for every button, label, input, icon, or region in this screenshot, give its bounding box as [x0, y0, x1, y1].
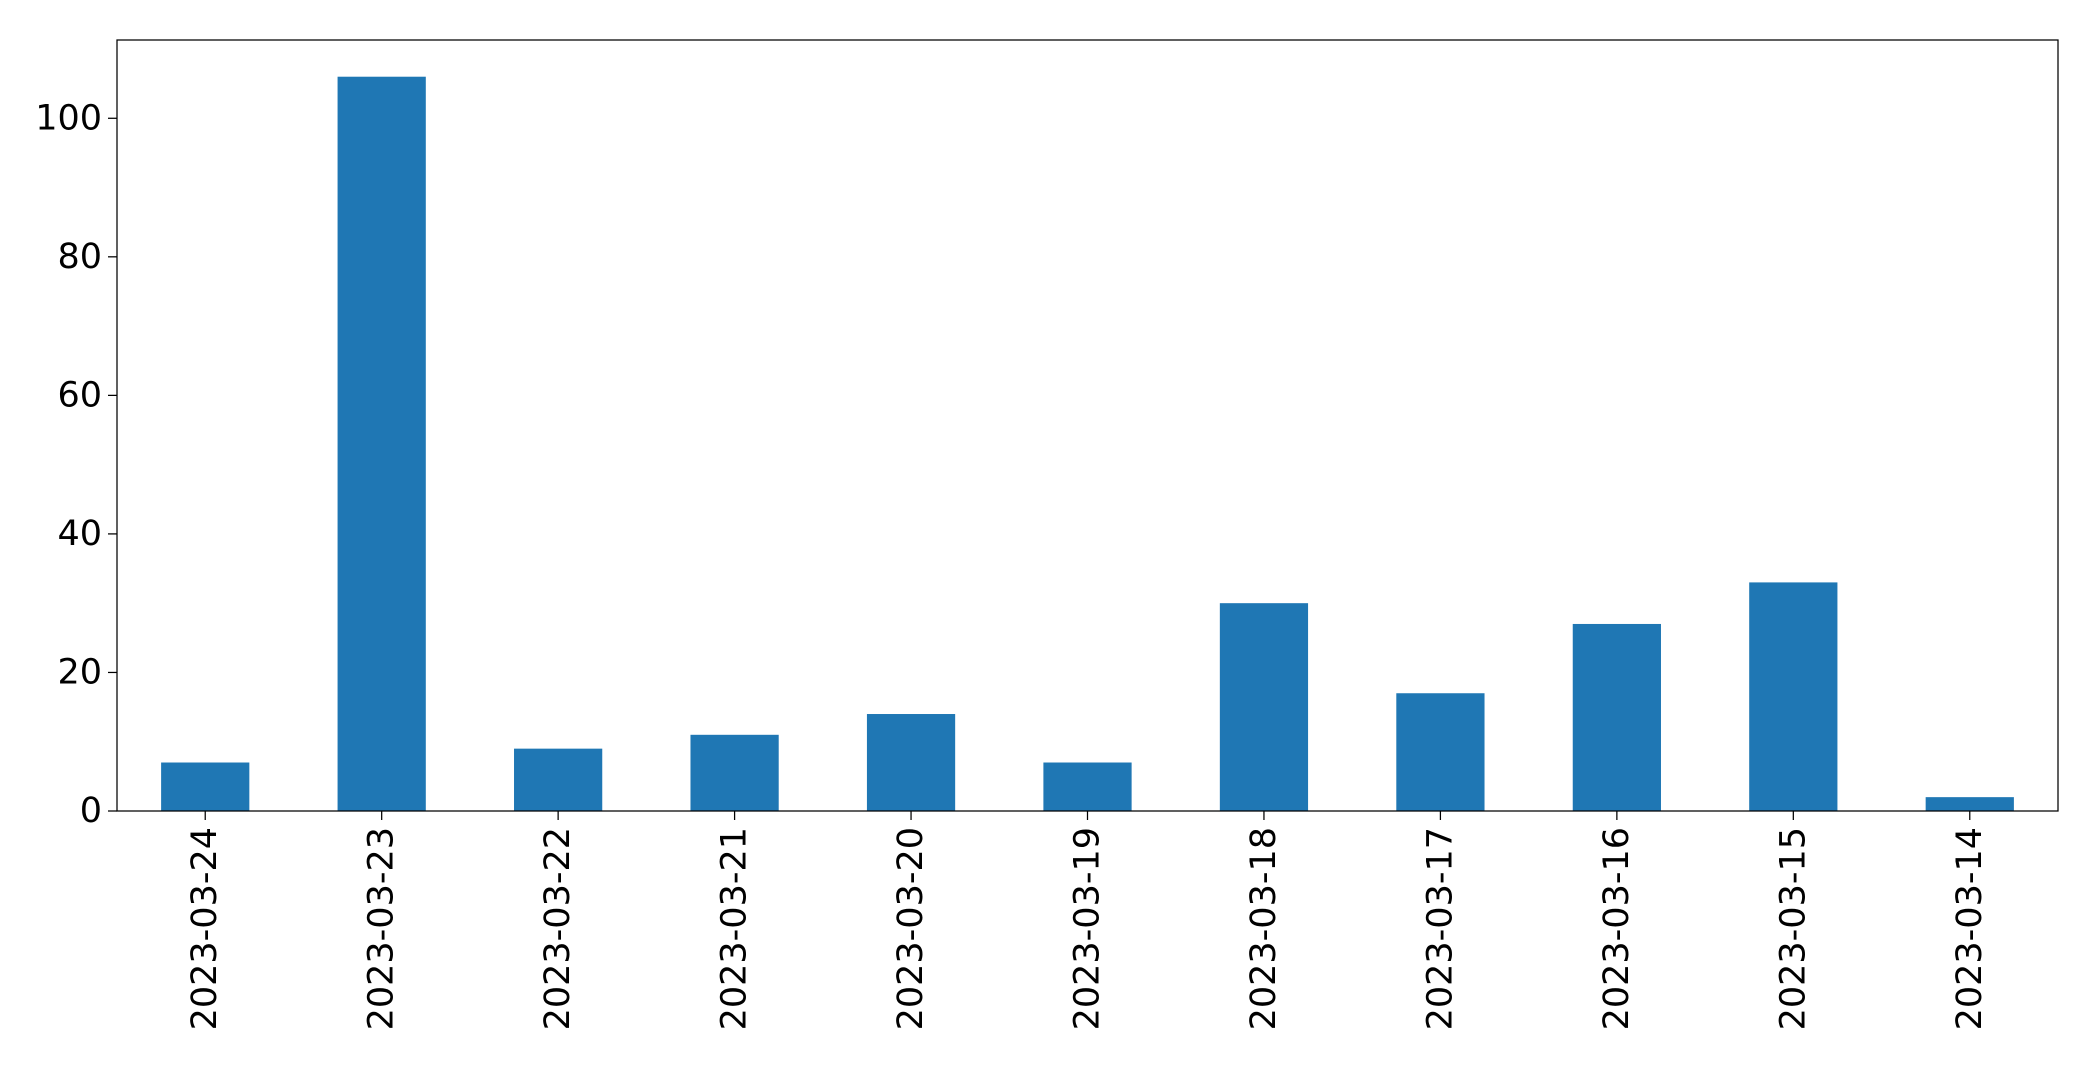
bars-layer — [161, 76, 2014, 811]
x-tick-label: 2023-03-18 — [1244, 827, 1284, 1030]
x-tick-label: 2023-03-24 — [185, 827, 225, 1030]
x-tick-label: 2023-03-14 — [1950, 827, 1990, 1030]
x-tick-label: 2023-03-20 — [891, 827, 931, 1030]
x-axis: 2023-03-24 2023-03-23 2023-03-22 2023-03-21… — [185, 811, 1990, 1030]
bar — [690, 734, 779, 811]
bar — [1925, 797, 2014, 811]
bar — [1396, 693, 1485, 811]
x-tick-label: 2023-03-19 — [1068, 827, 1108, 1030]
y-axis: 0 20 40 60 80 100 — [35, 98, 117, 831]
bar — [1749, 582, 1838, 811]
bar — [1219, 603, 1309, 811]
x-tick-label: 2023-03-15 — [1773, 827, 1813, 1030]
x-tick-label: 2023-03-23 — [362, 827, 402, 1030]
x-tick-label: 2023-03-16 — [1597, 827, 1637, 1030]
y-tick-label: 0 — [80, 791, 102, 831]
bar — [337, 76, 426, 811]
y-tick-label: 100 — [35, 98, 102, 138]
y-tick-label: 80 — [57, 237, 102, 277]
y-tick-label: 60 — [57, 375, 102, 415]
y-tick-label: 20 — [57, 652, 102, 692]
bar — [161, 762, 250, 811]
bar — [1572, 623, 1661, 811]
x-tick-label: 2023-03-22 — [538, 827, 578, 1030]
x-tick-label: 2023-03-21 — [715, 827, 755, 1030]
bar — [1043, 762, 1132, 811]
y-tick-label: 40 — [57, 514, 102, 554]
bar — [866, 714, 956, 811]
bar — [514, 748, 603, 811]
plot-area-frame — [116, 39, 2059, 812]
x-tick-label: 2023-03-17 — [1420, 827, 1460, 1030]
